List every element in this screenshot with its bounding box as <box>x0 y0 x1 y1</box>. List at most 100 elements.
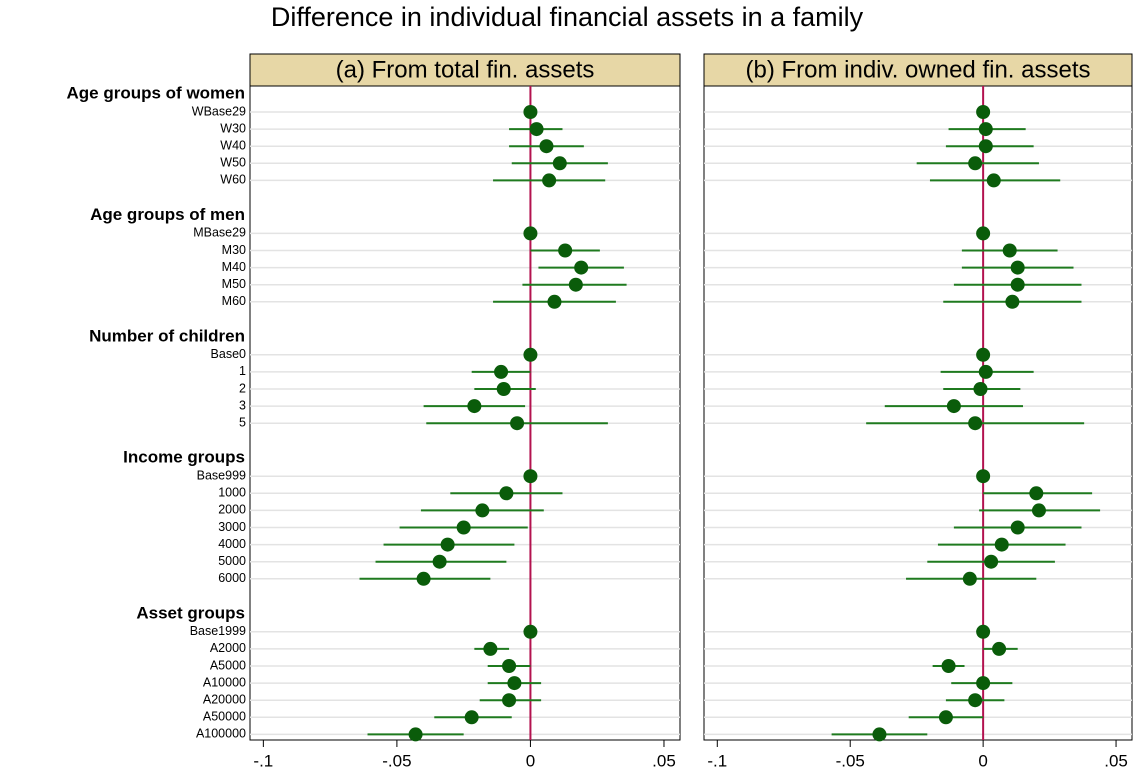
y-tick-label: A2000 <box>210 641 246 655</box>
point-estimate <box>976 347 991 362</box>
panel-title: (a) From total fin. assets <box>336 56 595 83</box>
point-estimate <box>494 364 509 379</box>
point-estimate <box>976 105 991 119</box>
point-estimate <box>523 105 538 119</box>
group-label: Asset groups <box>136 603 245 622</box>
point-estimate <box>467 399 482 414</box>
point-estimate <box>574 260 589 275</box>
y-tick-label: M30 <box>222 243 246 257</box>
point-estimate <box>968 156 983 171</box>
y-tick-label: 5 <box>239 415 246 429</box>
point-estimate <box>986 173 1001 188</box>
panel-header <box>703 53 1133 87</box>
point-estimate <box>1010 277 1025 292</box>
point-estimate <box>523 469 538 484</box>
point-estimate <box>496 382 511 396</box>
point-estimate <box>507 676 522 691</box>
point-estimate <box>502 659 517 673</box>
chart-title: Difference in individual financial asset… <box>271 2 864 32</box>
point-estimate <box>542 173 557 188</box>
y-tick-label: A20000 <box>203 692 246 706</box>
point-estimate <box>416 571 431 586</box>
point-estimate <box>483 641 498 656</box>
point-estimate <box>978 364 993 379</box>
y-tick-label: W30 <box>220 121 246 135</box>
x-tick-label: -.1 <box>253 751 273 770</box>
point-estimate <box>475 503 490 518</box>
y-tick-label: A50000 <box>203 710 246 724</box>
y-tick-label: W50 <box>220 156 246 170</box>
y-tick-label: M50 <box>222 277 246 291</box>
y-tick-label: A100000 <box>196 727 246 741</box>
point-estimate <box>552 156 567 171</box>
point-estimate <box>539 139 554 154</box>
point-estimate <box>976 624 991 639</box>
y-tick-label: 5000 <box>218 554 246 568</box>
x-tick-label: -.05 <box>382 751 411 770</box>
y-tick-label: Base1999 <box>190 624 246 638</box>
group-label: Age groups of men <box>90 205 245 224</box>
point-estimate <box>408 727 423 742</box>
x-tick-label: .05 <box>652 751 676 770</box>
point-estimate <box>994 537 1009 552</box>
point-estimate <box>510 416 525 431</box>
y-tick-label: Base999 <box>197 468 246 482</box>
point-estimate <box>978 122 993 137</box>
point-estimate <box>523 226 538 241</box>
point-estimate <box>558 243 573 258</box>
plot-area <box>249 85 681 741</box>
group-label: Number of children <box>89 326 245 345</box>
y-tick-label: W40 <box>220 138 246 152</box>
group-label: Income groups <box>123 448 245 467</box>
point-estimate <box>973 382 988 396</box>
group-label: Age groups of women <box>67 83 246 102</box>
point-estimate <box>523 347 538 362</box>
point-estimate <box>1010 520 1025 535</box>
point-estimate <box>523 624 538 639</box>
y-tick-label: A5000 <box>210 658 246 672</box>
point-estimate <box>938 710 953 725</box>
point-estimate <box>568 277 583 292</box>
point-estimate <box>976 676 991 691</box>
point-estimate <box>529 122 544 137</box>
y-tick-label: Base0 <box>211 347 246 361</box>
y-tick-label: 3 <box>239 398 246 412</box>
point-estimate <box>1010 260 1025 275</box>
point-estimate <box>499 486 514 501</box>
point-estimate <box>992 641 1007 656</box>
x-tick-label: -.1 <box>707 751 727 770</box>
point-estimate <box>1029 486 1044 501</box>
x-tick-label: 0 <box>526 751 535 770</box>
x-tick-label: 0 <box>978 751 987 770</box>
y-tick-label: 2 <box>239 381 246 395</box>
y-tick-label: W60 <box>220 173 246 187</box>
y-tick-label: 4000 <box>218 537 246 551</box>
point-estimate <box>962 571 977 586</box>
point-estimate <box>968 693 983 708</box>
y-tick-label: 3000 <box>218 520 246 534</box>
point-estimate <box>941 659 956 673</box>
point-estimate <box>502 693 517 708</box>
y-tick-label: M40 <box>222 260 246 274</box>
point-estimate <box>547 294 562 309</box>
point-estimate <box>872 727 887 742</box>
plot-area <box>703 85 1133 741</box>
point-estimate <box>1005 294 1020 309</box>
y-tick-label: 6000 <box>218 571 246 585</box>
point-estimate <box>976 469 991 484</box>
x-tick-label: .05 <box>1104 751 1128 770</box>
panel-title: (b) From indiv. owned fin. assets <box>745 56 1090 83</box>
point-estimate <box>976 226 991 241</box>
y-tick-label: A10000 <box>203 675 246 689</box>
y-tick-label: 1000 <box>218 486 246 500</box>
point-estimate <box>978 139 993 154</box>
point-estimate <box>456 520 471 535</box>
point-estimate <box>464 710 479 725</box>
point-estimate <box>440 537 455 552</box>
point-estimate <box>968 416 983 431</box>
x-tick-label: -.05 <box>836 751 865 770</box>
point-estimate <box>984 554 999 569</box>
point-estimate <box>1002 243 1017 258</box>
y-tick-label: M60 <box>222 294 246 308</box>
